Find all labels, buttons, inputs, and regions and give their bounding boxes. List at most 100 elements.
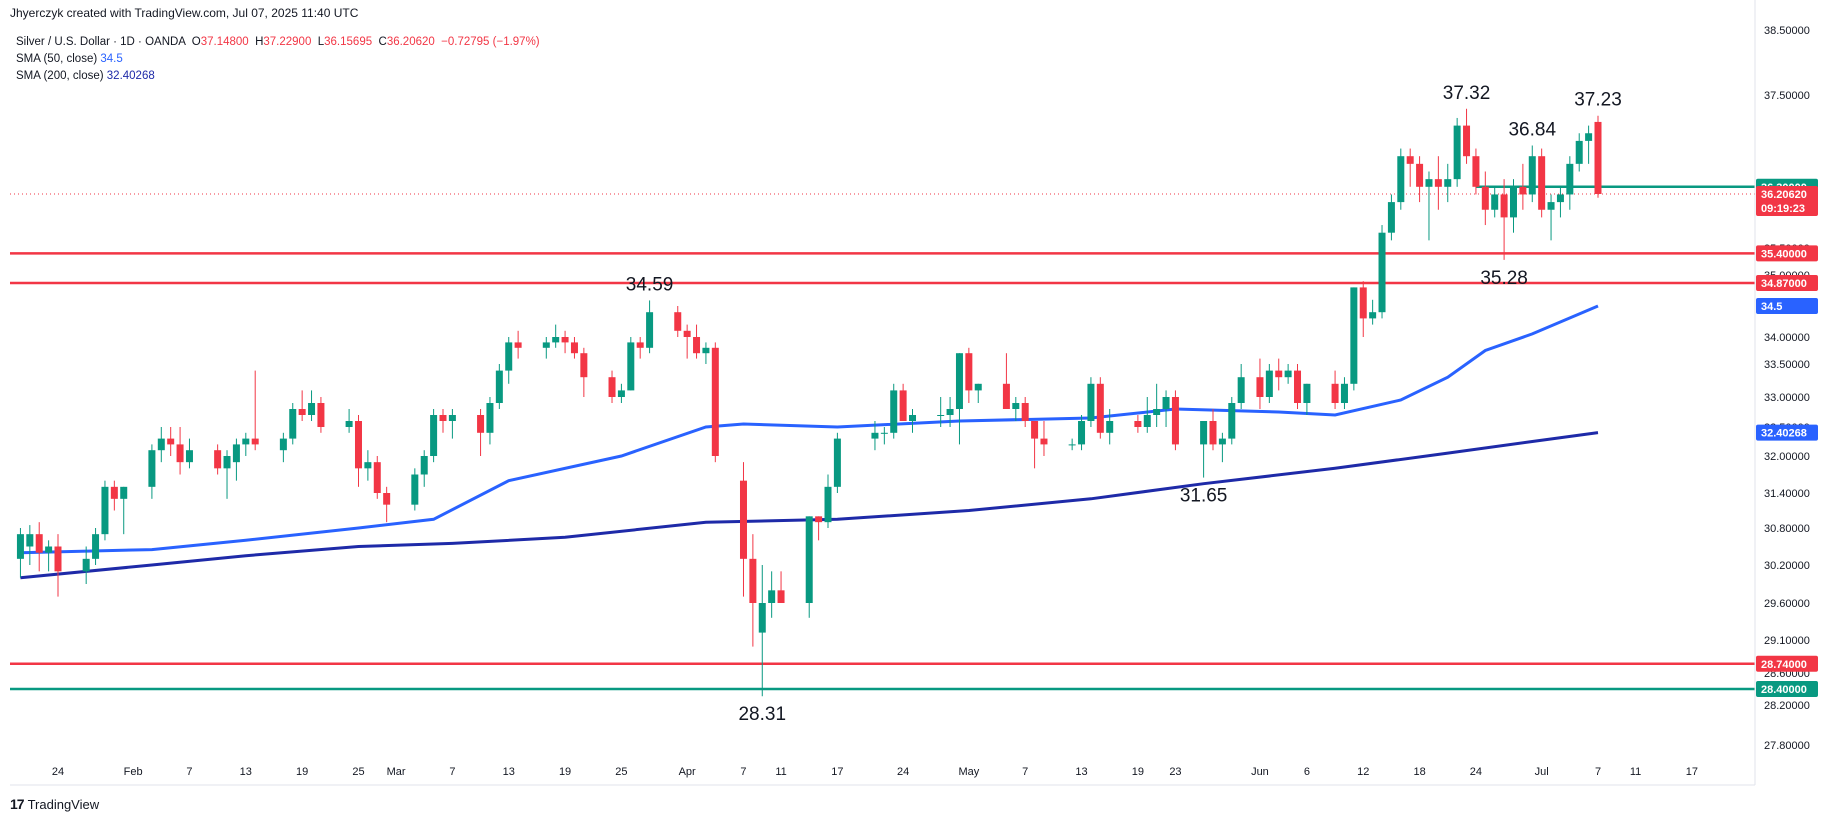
candle [251,370,259,451]
candle-body [1500,194,1508,218]
candle-body [298,409,306,415]
candle [430,409,438,463]
candle-body [430,415,438,456]
candle [805,516,813,618]
candle-body [157,438,165,451]
candle [1406,148,1414,187]
candle-body [486,403,494,433]
candle [1500,179,1508,260]
candle [552,324,560,348]
candle-body [1528,156,1536,195]
candle [965,347,973,403]
candle [439,409,447,433]
candle [82,546,90,584]
candle [1143,397,1151,433]
candle [974,383,982,403]
candle-body [232,444,240,463]
candle [833,432,841,493]
candle [561,330,569,354]
candle [1444,163,1452,203]
candle-body [1519,186,1527,195]
candle [308,390,316,421]
price-tick-label: 33.50000 [1764,359,1810,371]
candle [570,337,578,359]
candle-body [1096,383,1104,433]
candle-body [711,347,719,456]
price-tick-label: 27.80000 [1764,740,1810,752]
candle [148,444,156,499]
time-tick-label: May [958,766,979,778]
candle [1594,115,1602,198]
chart-credit: Jhyerczyk created with TradingView.com, … [10,6,359,20]
candle [1566,156,1574,210]
candle-body [871,432,879,439]
tradingview-logo[interactable]: 17 TradingView [10,796,99,812]
candle-body [289,409,297,439]
candle [1556,186,1564,218]
time-tick-label: 13 [503,766,515,778]
price-badge-label: 28.74000 [1761,659,1807,671]
time-tick-label: 17 [831,766,843,778]
candle-body [749,558,757,603]
time-tick-label: 25 [615,766,627,778]
sma50-line [20,304,1599,555]
candle-body [92,534,100,559]
candle [1359,281,1367,337]
candle-body [1012,403,1020,409]
candle [477,409,485,456]
candle-body [758,603,766,633]
sma50-label: SMA (50, close) [16,53,98,65]
candle-body [1453,125,1461,180]
candle-body [1218,438,1226,445]
candle [486,397,494,445]
candle-body [1444,179,1452,187]
sma50-value: 34.5 [100,53,123,65]
price-annotation: 31.65 [1180,486,1228,507]
candle [345,409,353,433]
candle [448,409,456,439]
candle [35,522,43,572]
candle [702,342,710,364]
sma50-legend[interactable]: SMA (50, close) 34.5 [16,51,540,68]
candle-body [946,409,954,415]
low-value: 36.15695 [324,36,373,48]
time-axis[interactable]: 24 Feb 7 13 19 25 Mar 7 13 19 25 Apr 7 11 17 24 May 7 13 19… [52,766,1698,778]
price-axis[interactable]: 38.5000037.5000035.5000035.0000034.00000… [1764,25,1810,752]
candle [683,324,691,359]
candle [1218,432,1226,463]
candle-body [505,342,513,371]
price-badge-background [1756,681,1818,697]
candle [1453,117,1461,187]
candle [1294,364,1302,409]
candle [1021,397,1029,427]
candle-body [1387,202,1395,233]
candle-body [1481,186,1489,210]
candle [937,397,945,427]
candle-body [899,390,907,421]
candle [1528,145,1536,203]
candle-body [1566,163,1574,195]
candle-body [890,390,898,433]
candle-body [317,403,325,427]
candle-body [411,474,419,505]
symbol-name[interactable]: Silver / U.S. Dollar · 1D · OANDA [16,36,186,48]
candle [871,421,879,451]
candle [815,516,823,541]
candle [899,383,907,421]
candle-body [1294,370,1302,403]
candle [711,342,719,463]
candle-body [223,456,231,469]
chart-legend: Silver / U.S. Dollar · 1D · OANDA O37.14… [16,34,540,85]
candle-body [279,438,287,451]
candle-body [570,342,578,354]
price-badge: 34.87000 [1756,275,1818,292]
price-annotation: 35.28 [1480,268,1528,289]
sma200-legend[interactable]: SMA (200, close) 32.40268 [16,68,540,85]
candle [1538,148,1546,218]
candle-body [937,415,945,416]
sma200-value: 32.40268 [106,70,155,82]
price-badge-label: 35.40000 [1761,248,1807,260]
price-badge-countdown: 09:19:23 [1761,203,1805,215]
price-tick-label: 30.80000 [1764,523,1810,535]
